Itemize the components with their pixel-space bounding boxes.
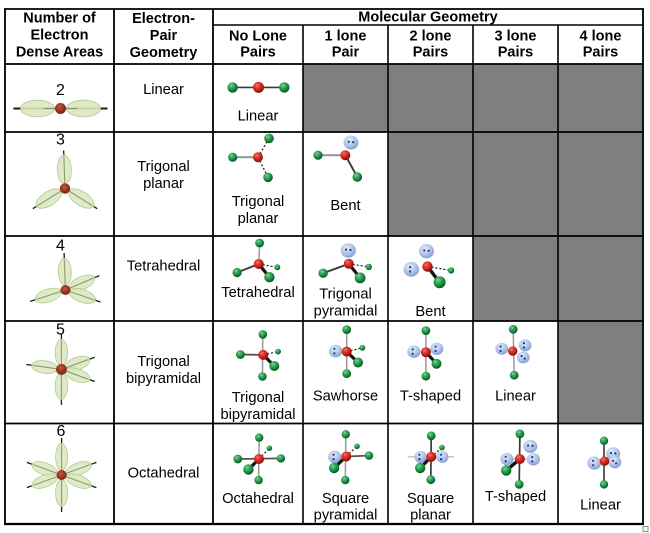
svg-text:1 lone: 1 lone: [325, 29, 367, 45]
svg-text:Electron-: Electron-: [132, 11, 195, 27]
svg-text:Dense Areas: Dense Areas: [16, 45, 103, 61]
svg-text:Trigonal: Trigonal: [137, 354, 190, 370]
svg-text:planar: planar: [143, 176, 184, 192]
svg-text:Trigonal: Trigonal: [137, 159, 190, 175]
svg-text:bipyramidal: bipyramidal: [126, 371, 201, 387]
svg-text:Tetrahedral: Tetrahedral: [127, 259, 200, 275]
svg-text:T-shaped: T-shaped: [400, 389, 461, 405]
svg-text:2 lone: 2 lone: [410, 29, 452, 45]
svg-text:3 lone: 3 lone: [495, 29, 537, 45]
svg-text:Bent: Bent: [330, 198, 360, 214]
svg-text:6: 6: [57, 423, 66, 440]
svg-text:4: 4: [56, 238, 65, 255]
svg-text:Pair: Pair: [332, 45, 360, 61]
svg-text:Pairs: Pairs: [413, 45, 448, 61]
svg-text:pyramidal: pyramidal: [314, 304, 378, 320]
svg-text:Molecular Geometry: Molecular Geometry: [358, 10, 497, 26]
svg-text:pyramidal: pyramidal: [314, 508, 378, 524]
svg-text:bipyramidal: bipyramidal: [220, 407, 295, 423]
svg-text:3: 3: [56, 132, 65, 149]
svg-text:2: 2: [56, 82, 65, 99]
svg-text:4 lone: 4 lone: [580, 29, 622, 45]
svg-text:Pair: Pair: [150, 28, 178, 44]
svg-text:Tetrahedral: Tetrahedral: [221, 285, 294, 301]
svg-text:Trigonal: Trigonal: [319, 287, 372, 303]
svg-text:Bent: Bent: [415, 304, 445, 320]
svg-text:Trigonal: Trigonal: [232, 390, 285, 406]
svg-text:Pairs: Pairs: [240, 45, 275, 61]
svg-text:5: 5: [56, 322, 65, 339]
svg-text:Octahedral: Octahedral: [222, 491, 294, 507]
svg-text:Trigonal: Trigonal: [232, 194, 285, 210]
svg-text:Sawhorse: Sawhorse: [313, 389, 378, 405]
svg-text:Linear: Linear: [238, 109, 279, 125]
svg-text:Square: Square: [407, 491, 454, 507]
svg-text:Linear: Linear: [143, 82, 184, 98]
svg-text:Linear: Linear: [495, 389, 536, 405]
svg-text:Linear: Linear: [580, 498, 621, 514]
svg-text:Pairs: Pairs: [498, 45, 533, 61]
svg-text:Square: Square: [322, 491, 369, 507]
svg-text:Pairs: Pairs: [583, 45, 618, 61]
svg-text:planar: planar: [238, 211, 279, 227]
svg-text:No Lone: No Lone: [229, 29, 287, 45]
svg-text:Octahedral: Octahedral: [128, 466, 200, 482]
svg-text:Geometry: Geometry: [130, 45, 198, 61]
svg-text:Electron: Electron: [30, 28, 88, 44]
svg-text:Number of: Number of: [23, 11, 96, 27]
svg-text:T-shaped: T-shaped: [485, 489, 546, 505]
svg-text:planar: planar: [410, 508, 451, 524]
